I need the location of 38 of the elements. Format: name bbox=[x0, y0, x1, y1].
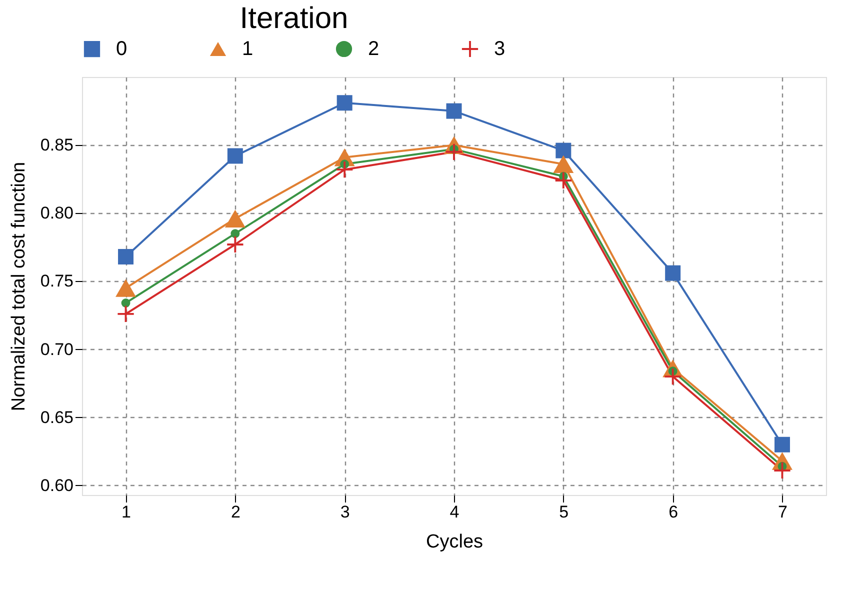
point bbox=[227, 148, 243, 164]
point bbox=[118, 306, 134, 322]
y-tick-label: 0.70 bbox=[40, 340, 74, 359]
point bbox=[665, 265, 681, 281]
point bbox=[555, 172, 572, 189]
point bbox=[664, 368, 681, 385]
x-tick-label: 5 bbox=[559, 502, 569, 522]
point bbox=[556, 142, 572, 158]
point bbox=[121, 298, 130, 308]
y-tick-label: 0.75 bbox=[40, 272, 74, 291]
point bbox=[774, 462, 790, 479]
point bbox=[227, 236, 244, 253]
y-tick-label: 0.60 bbox=[40, 476, 74, 495]
y-tick-label: 0.85 bbox=[40, 136, 74, 155]
x-tick-label: 4 bbox=[450, 502, 460, 522]
legend-title: Iteration bbox=[240, 2, 348, 35]
y-tick-label: 0.80 bbox=[40, 204, 74, 223]
point bbox=[336, 162, 353, 178]
x-tick-label: 7 bbox=[778, 502, 788, 522]
point bbox=[553, 155, 574, 174]
x-tick-label: 3 bbox=[340, 502, 350, 522]
legend-label: 3 bbox=[494, 38, 506, 60]
legend-label: 2 bbox=[368, 38, 380, 60]
point bbox=[446, 103, 462, 119]
point bbox=[336, 95, 352, 111]
x-tick-label: 6 bbox=[668, 502, 678, 522]
point bbox=[230, 229, 240, 238]
x-tick-label: 2 bbox=[230, 502, 240, 522]
y-tick-label: 0.65 bbox=[40, 408, 74, 427]
x-axis-title: Cycles bbox=[426, 532, 484, 552]
y-axis-title: Normalized total cost function bbox=[8, 162, 30, 412]
point bbox=[774, 436, 790, 452]
point bbox=[224, 210, 246, 228]
x-tick-label: 1 bbox=[122, 502, 131, 522]
legend-label: 1 bbox=[242, 38, 254, 60]
point bbox=[116, 279, 136, 297]
legend-label: 0 bbox=[116, 38, 128, 60]
point bbox=[118, 248, 134, 264]
